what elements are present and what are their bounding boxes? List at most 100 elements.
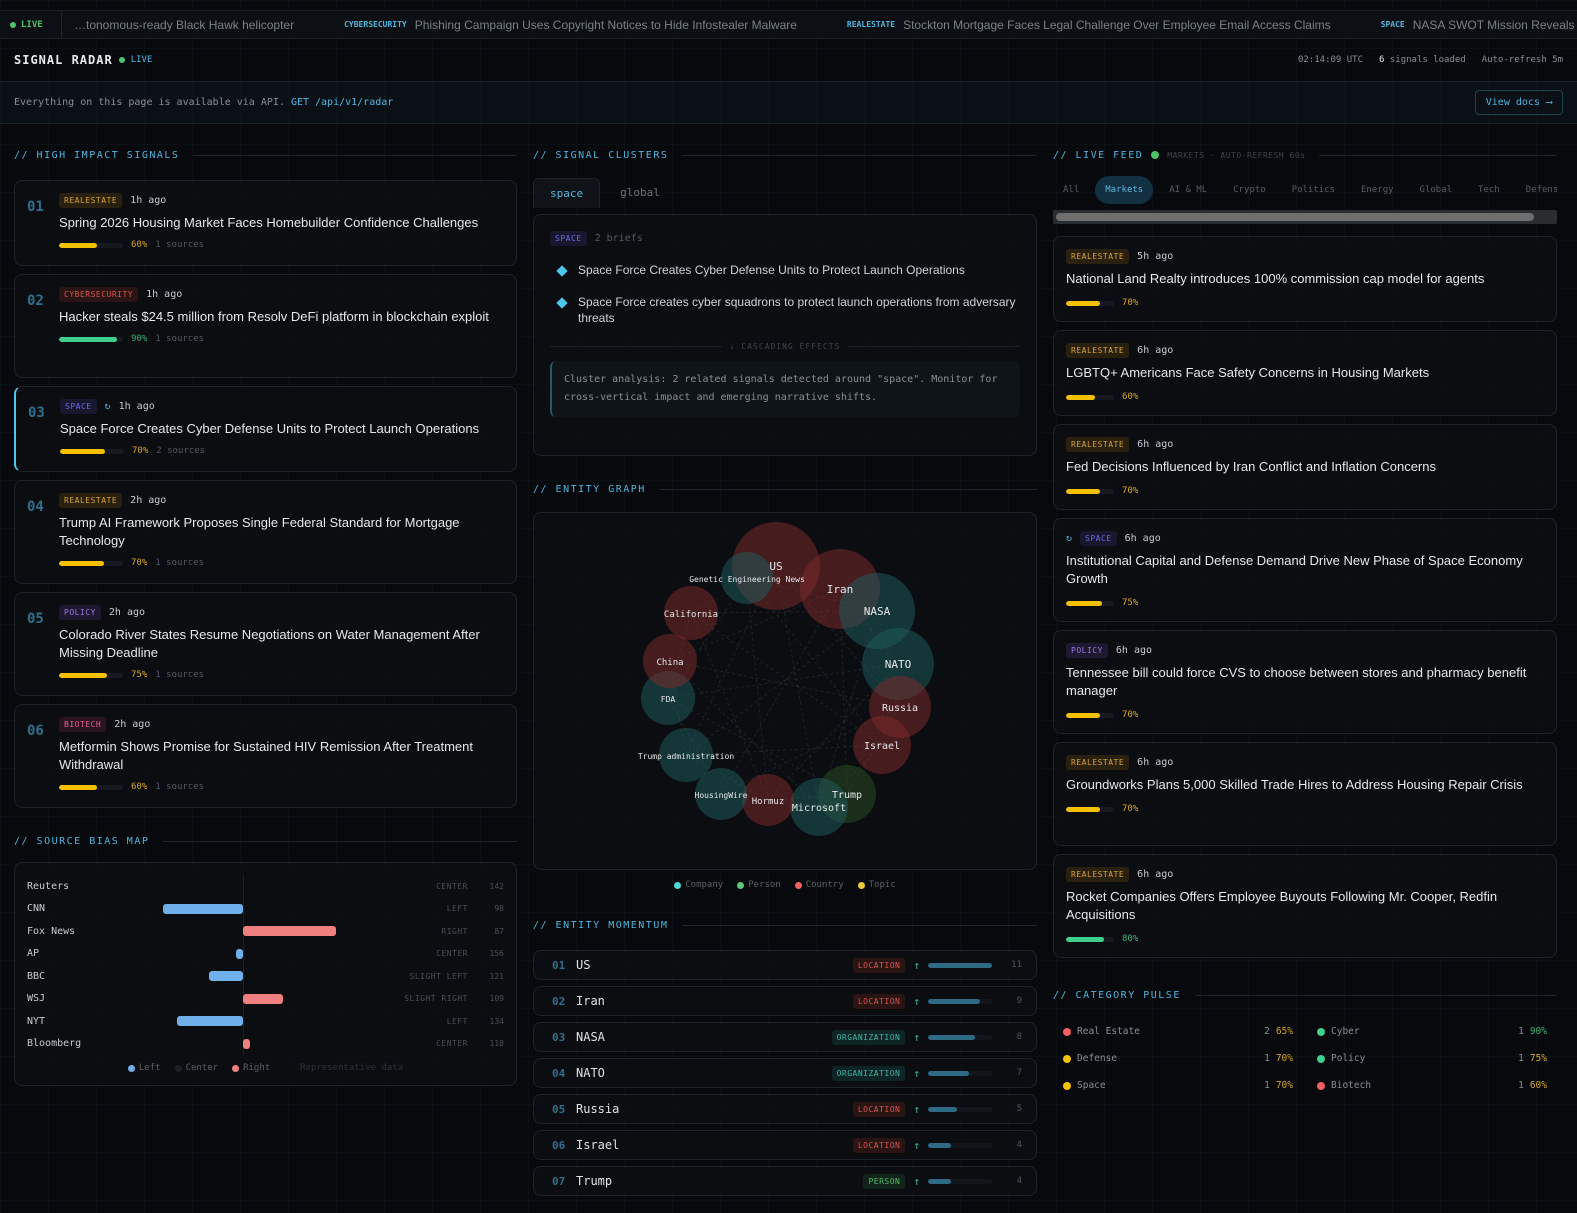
graph-node[interactable] [659, 728, 713, 782]
feed-tab[interactable]: AI & ML [1169, 185, 1208, 195]
ticker-live-badge: LIVE [0, 11, 62, 38]
graph-legend-item: Person [737, 880, 781, 890]
source-count: 1 sources [155, 240, 205, 250]
view-docs-button[interactable]: View docs ⟶ [1474, 90, 1563, 115]
graph-node[interactable] [721, 552, 773, 604]
signal-rank: 05 [27, 611, 44, 627]
feed-title: Groundworks Plans 5,000 Skilled Trade Hi… [1066, 777, 1523, 792]
source-count: 2 sources [156, 446, 206, 456]
impact-percent: 70% [132, 446, 149, 456]
feed-title: Institutional Capital and Defense Demand… [1066, 553, 1523, 586]
bias-bar [209, 971, 243, 982]
category-pulse-item[interactable]: Biotech 1 60% [1317, 1080, 1547, 1091]
brief-item[interactable]: Space Force Creates Cyber Defense Units … [550, 262, 1020, 278]
legend-right: Right [232, 1063, 270, 1073]
momentum-row[interactable]: 01 US LOCATION ↑ 11 [533, 950, 1037, 980]
category-tag: SPACE [60, 399, 97, 414]
feed-time: 6h ago [1137, 757, 1174, 768]
feed-tab[interactable]: Politics [1291, 185, 1336, 195]
graph-node-label: Trump administration [638, 752, 735, 761]
graph-node[interactable] [664, 586, 718, 640]
feed-tab[interactable]: All [1063, 185, 1080, 195]
feed-item[interactable]: REALESTATE 6h ago Fed Decisions Influence… [1053, 424, 1557, 510]
feed-tab[interactable]: Markets [1095, 176, 1154, 204]
category-tag: CYBERSECURITY [59, 287, 139, 302]
impact-bar [59, 336, 123, 342]
feed-item[interactable]: REALESTATE 6h ago Groundworks Plans 5,000… [1053, 742, 1557, 846]
graph-node[interactable] [695, 768, 747, 820]
feed-item[interactable]: REALESTATE 5h ago National Land Realty in… [1053, 236, 1557, 322]
category-pulse-item[interactable]: Cyber 1 90% [1317, 1026, 1547, 1037]
signal-rank: 06 [27, 723, 44, 739]
news-ticker: LIVE …tonomous-ready Black Hawk helicopt… [0, 10, 1577, 39]
feed-tabs-scrollbar[interactable] [1053, 210, 1557, 224]
cluster-tab-global[interactable]: global [620, 186, 660, 199]
momentum-row[interactable]: 02 Iran LOCATION ↑ 9 [533, 986, 1037, 1016]
graph-node[interactable] [643, 634, 697, 688]
signal-card[interactable]: 03 SPACE ↻ 1h ago Space Force Creates Cybe… [14, 386, 517, 472]
feed-tab[interactable]: Tech [1478, 185, 1500, 195]
signal-card[interactable]: 04 REALESTATE 2h ago Trump AI Framework P… [14, 480, 517, 584]
app-title: SIGNAL RADAR [14, 53, 113, 67]
signal-title: Space Force Creates Cyber Defense Units … [60, 421, 480, 436]
impact-bar [60, 448, 124, 454]
signal-title: Colorado River States Resume Negotiation… [59, 627, 480, 660]
momentum-row[interactable]: 03 NASA ORGANIZATION ↑ 8 [533, 1022, 1037, 1052]
signal-rank: 03 [28, 405, 45, 421]
impact-bar [59, 784, 123, 790]
signal-card[interactable]: 05 POLICY 2h ago Colorado River States Re… [14, 592, 517, 696]
category-pulse-item[interactable]: Real Estate 2 65% [1063, 1026, 1293, 1037]
feed-tab[interactable]: Energy [1361, 185, 1394, 195]
bias-row: Bloomberg CENTER 118 [27, 1032, 504, 1056]
feed-item[interactable]: POLICY 6h ago Tennessee bill could force … [1053, 630, 1557, 734]
signal-card[interactable]: 06 BIOTECH 2h ago Metformin Shows Promise… [14, 704, 517, 808]
category-pulse-item[interactable]: Space 1 70% [1063, 1080, 1293, 1091]
bias-row: BBC SLIGHT LEFT 121 [27, 965, 504, 988]
momentum-row[interactable]: 07 Trump PERSON ↑ 4 [533, 1166, 1037, 1196]
feed-item[interactable]: REALESTATE 6h ago LGBTQ+ Americans Face S… [1053, 330, 1557, 416]
auto-refresh: Auto-refresh 5m [1481, 55, 1563, 65]
arrow-up-icon: ↑ [913, 1138, 920, 1152]
feed-tab[interactable]: Global [1419, 185, 1453, 195]
api-endpoint-link[interactable]: GET /api/v1/radar [290, 97, 394, 108]
graph-node[interactable] [853, 716, 911, 774]
impact-bar [59, 242, 123, 248]
entity-graph[interactable]: US Genetic Engineering News Iran NASA NATO Ru… [533, 512, 1037, 870]
category-tag: REALESTATE [1066, 867, 1130, 882]
bias-bar [163, 903, 243, 914]
brief-item[interactable]: Space Force creates cyber squadrons to p… [550, 294, 1020, 326]
cluster-tag: SPACE [550, 231, 587, 246]
momentum-row[interactable]: 05 Russia LOCATION ↑ 5 [533, 1094, 1037, 1124]
signal-time: 2h ago [114, 719, 151, 730]
feed-tab[interactable]: Defens [1525, 185, 1557, 195]
momentum-row[interactable]: 06 Israel LOCATION ↑ 4 [533, 1130, 1037, 1160]
entity-type-tag: ORGANIZATION [831, 1029, 906, 1045]
live-dot-icon [1151, 151, 1160, 159]
ticker-item[interactable]: REALESTATE Stockton Mortgage Faces Legal … [846, 17, 1331, 32]
bias-row: NYT LEFT 134 [27, 1010, 504, 1033]
ticker-item[interactable]: …tonomous-ready Black Hawk helicopter [74, 17, 295, 32]
graph-node-label: FDA [661, 695, 676, 704]
category-pulse-item[interactable]: Policy 1 75% [1317, 1053, 1547, 1064]
entity-type-tag: LOCATION [852, 957, 906, 973]
signal-time: 2h ago [130, 495, 167, 506]
signal-card[interactable]: 01 REALESTATE 1h ago Spring 2026 Housing … [14, 180, 517, 266]
category-tag: REALESTATE [1066, 249, 1130, 264]
bias-row: Reuters CENTER 142 [27, 875, 504, 898]
graph-node-label: NATO [885, 658, 912, 671]
ticker-item[interactable]: CYBERSECURITY Phishing Campaign Uses Copy… [344, 17, 797, 32]
momentum-row[interactable]: 04 NATO ORGANIZATION ↑ 7 [533, 1058, 1037, 1088]
cluster-tab-space[interactable]: space [533, 178, 601, 208]
feed-tab[interactable]: Crypto [1233, 185, 1266, 195]
feed-item[interactable]: ↻ SPACE 6h ago Institutional Capital and D… [1053, 518, 1557, 622]
graph-node[interactable] [742, 774, 794, 826]
graph-node[interactable] [790, 778, 848, 836]
category-pulse-item[interactable]: Defense 1 70% [1063, 1053, 1293, 1064]
signal-card[interactable]: 02 CYBERSECURITY 1h ago Hacker steals $24… [14, 274, 517, 378]
feed-item[interactable]: REALESTATE 6h ago Rocket Companies Offers… [1053, 854, 1557, 958]
scrollbar-thumb[interactable] [1056, 213, 1535, 221]
signal-title: Hacker steals $24.5 million from Resolv … [59, 309, 489, 324]
source-bias-map: Reuters CENTER 142 CNN LEFT 98 Fox News RIGHT 87… [14, 862, 517, 1086]
graph-node-label: Russia [882, 703, 918, 714]
